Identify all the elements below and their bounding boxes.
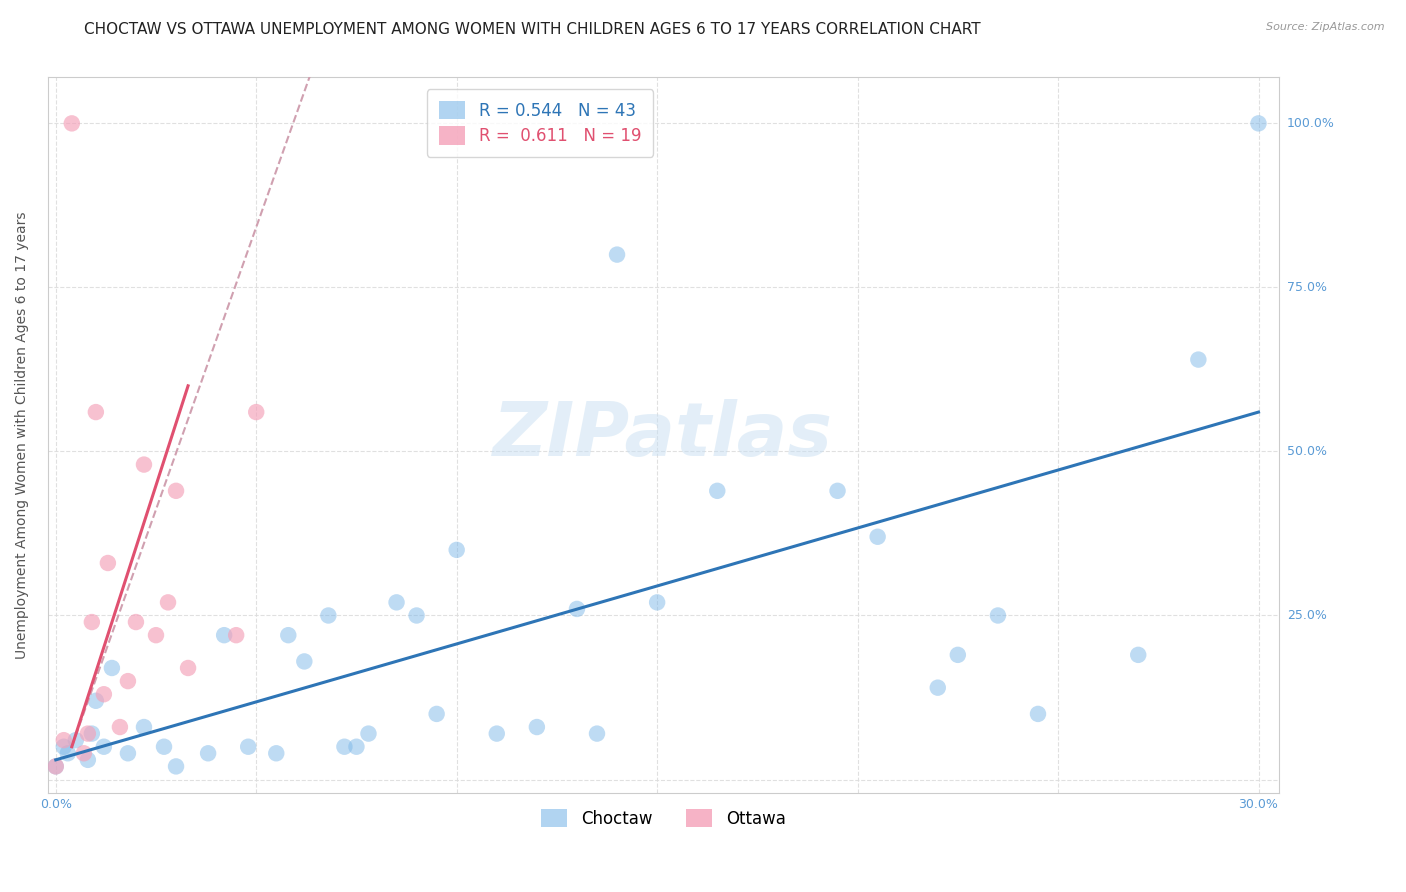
- Point: [1247, 116, 1270, 130]
- Point: [76, 753, 98, 767]
- Point: [76, 726, 98, 740]
- Point: [987, 608, 1010, 623]
- Point: [565, 602, 588, 616]
- Point: [145, 628, 167, 642]
- Point: [52, 733, 75, 747]
- Point: [45, 759, 67, 773]
- Point: [264, 746, 287, 760]
- Point: [84, 405, 107, 419]
- Point: [446, 542, 468, 557]
- Text: 50.0%: 50.0%: [1286, 445, 1327, 458]
- Point: [125, 615, 148, 629]
- Point: [645, 595, 668, 609]
- Point: [292, 655, 315, 669]
- Point: [80, 615, 103, 629]
- Point: [97, 556, 120, 570]
- Point: [45, 759, 67, 773]
- Point: [157, 595, 180, 609]
- Point: [927, 681, 949, 695]
- Point: [426, 706, 449, 721]
- Point: [84, 694, 107, 708]
- Point: [117, 674, 139, 689]
- Point: [101, 661, 124, 675]
- Point: [866, 530, 889, 544]
- Point: [153, 739, 176, 754]
- Text: 100.0%: 100.0%: [1286, 117, 1334, 130]
- Point: [238, 739, 260, 754]
- Point: [526, 720, 548, 734]
- Point: [93, 739, 115, 754]
- Point: [117, 746, 139, 760]
- Point: [132, 458, 155, 472]
- Text: 25.0%: 25.0%: [1286, 609, 1327, 622]
- Point: [108, 720, 131, 734]
- Point: [80, 726, 103, 740]
- Point: [165, 759, 187, 773]
- Point: [706, 483, 728, 498]
- Point: [333, 739, 356, 754]
- Point: [212, 628, 235, 642]
- Point: [225, 628, 247, 642]
- Point: [73, 746, 96, 760]
- Point: [485, 726, 508, 740]
- Point: [177, 661, 200, 675]
- Legend: Choctaw, Ottawa: Choctaw, Ottawa: [534, 803, 792, 834]
- Point: [946, 648, 969, 662]
- Point: [346, 739, 368, 754]
- Point: [1187, 352, 1209, 367]
- Point: [405, 608, 427, 623]
- Point: [277, 628, 299, 642]
- Point: [1026, 706, 1049, 721]
- Point: [586, 726, 609, 740]
- Point: [197, 746, 219, 760]
- Point: [52, 739, 75, 754]
- Point: [827, 483, 849, 498]
- Text: 75.0%: 75.0%: [1286, 281, 1327, 293]
- Text: ZIPatlas: ZIPatlas: [494, 399, 834, 472]
- Point: [245, 405, 267, 419]
- Y-axis label: Unemployment Among Women with Children Ages 6 to 17 years: Unemployment Among Women with Children A…: [15, 211, 30, 659]
- Point: [318, 608, 340, 623]
- Point: [65, 733, 87, 747]
- Point: [132, 720, 155, 734]
- Point: [606, 247, 628, 261]
- Text: CHOCTAW VS OTTAWA UNEMPLOYMENT AMONG WOMEN WITH CHILDREN AGES 6 TO 17 YEARS CORR: CHOCTAW VS OTTAWA UNEMPLOYMENT AMONG WOM…: [84, 22, 981, 37]
- Point: [93, 687, 115, 701]
- Text: Source: ZipAtlas.com: Source: ZipAtlas.com: [1267, 22, 1385, 32]
- Point: [165, 483, 187, 498]
- Point: [56, 746, 79, 760]
- Point: [357, 726, 380, 740]
- Point: [1128, 648, 1150, 662]
- Point: [385, 595, 408, 609]
- Point: [60, 116, 83, 130]
